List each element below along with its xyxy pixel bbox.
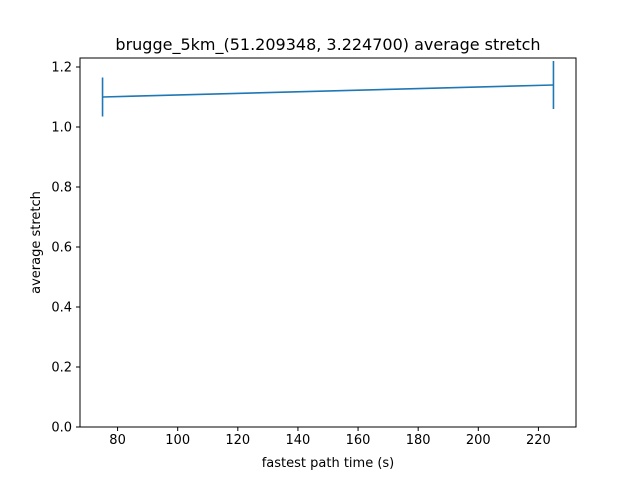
chart-title: brugge_5km_(51.209348, 3.224700) average… — [115, 35, 540, 55]
x-tick-label: 80 — [109, 433, 126, 448]
x-tick-label: 160 — [346, 433, 371, 448]
y-tick-label: 1.0 — [51, 121, 72, 136]
y-axis: 0.0 0.2 0.4 0.6 0.8 1.0 1.2 — [51, 61, 80, 436]
y-tick-label: 1.2 — [51, 61, 72, 76]
x-tick-label: 100 — [165, 433, 190, 448]
x-tick-label: 200 — [466, 433, 491, 448]
y-tick-label: 0.4 — [51, 301, 72, 316]
x-tick-label: 180 — [406, 433, 431, 448]
axes-frame — [79, 57, 577, 428]
y-axis-label: average stretch — [29, 191, 44, 294]
x-axis-label: fastest path time (s) — [262, 456, 395, 471]
x-axis: 80 100 120 140 160 180 200 220 — [109, 427, 551, 448]
y-tick-label: 0.2 — [51, 361, 72, 376]
series-line — [102, 84, 554, 98]
y-tick-label: 0.6 — [51, 241, 72, 256]
y-tick-label: 0.0 — [51, 421, 72, 436]
plot-area — [101, 61, 555, 117]
x-tick-label: 120 — [225, 433, 250, 448]
x-tick-label: 140 — [286, 433, 311, 448]
x-tick-label: 220 — [526, 433, 551, 448]
y-tick-label: 0.8 — [51, 181, 72, 196]
